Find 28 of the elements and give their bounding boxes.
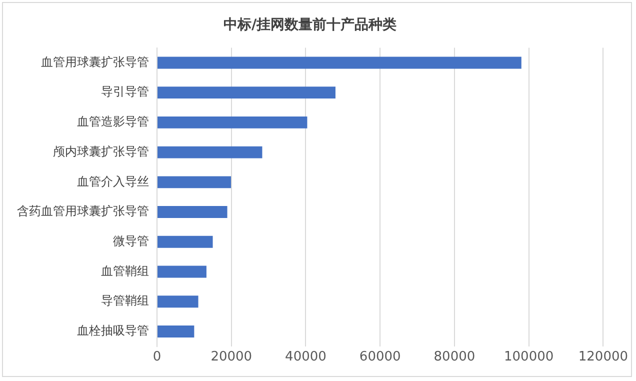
bar — [158, 176, 231, 188]
y-tick-label: 含药血管用球囊扩张导管 — [17, 204, 149, 218]
y-tick-label: 血管介入导丝 — [77, 174, 149, 188]
bar — [158, 116, 308, 128]
y-tick-label: 导引导管 — [101, 84, 149, 99]
x-tick-label: 60000 — [359, 350, 401, 365]
bar — [158, 56, 522, 69]
x-tick-label: 80000 — [434, 350, 476, 365]
y-tick-label: 微导管 — [113, 234, 149, 248]
x-tick-label: 120000 — [578, 350, 628, 365]
bar — [158, 326, 194, 338]
x-tick-label: 40000 — [285, 350, 326, 365]
bar — [158, 206, 228, 218]
x-tick-label: 100000 — [504, 350, 554, 365]
x-tick-label: 0 — [152, 350, 162, 365]
y-tick-label: 导管鞘组 — [101, 294, 149, 308]
chart-title: 中标/挂网数量前十产品种类 — [223, 16, 397, 34]
bar — [158, 236, 213, 248]
y-tick-label: 血管用球囊扩张导管 — [41, 54, 149, 69]
bar — [158, 266, 206, 278]
bar — [158, 146, 262, 158]
bar — [158, 86, 336, 99]
bar — [158, 296, 198, 308]
y-tick-label: 颅内球囊扩张导管 — [53, 144, 149, 158]
y-tick-label: 血栓抽吸导管 — [77, 324, 149, 338]
x-tick-label: 20000 — [210, 350, 252, 365]
y-tick-label: 血管造影导管 — [77, 114, 149, 129]
y-tick-label: 血管鞘组 — [101, 264, 149, 278]
